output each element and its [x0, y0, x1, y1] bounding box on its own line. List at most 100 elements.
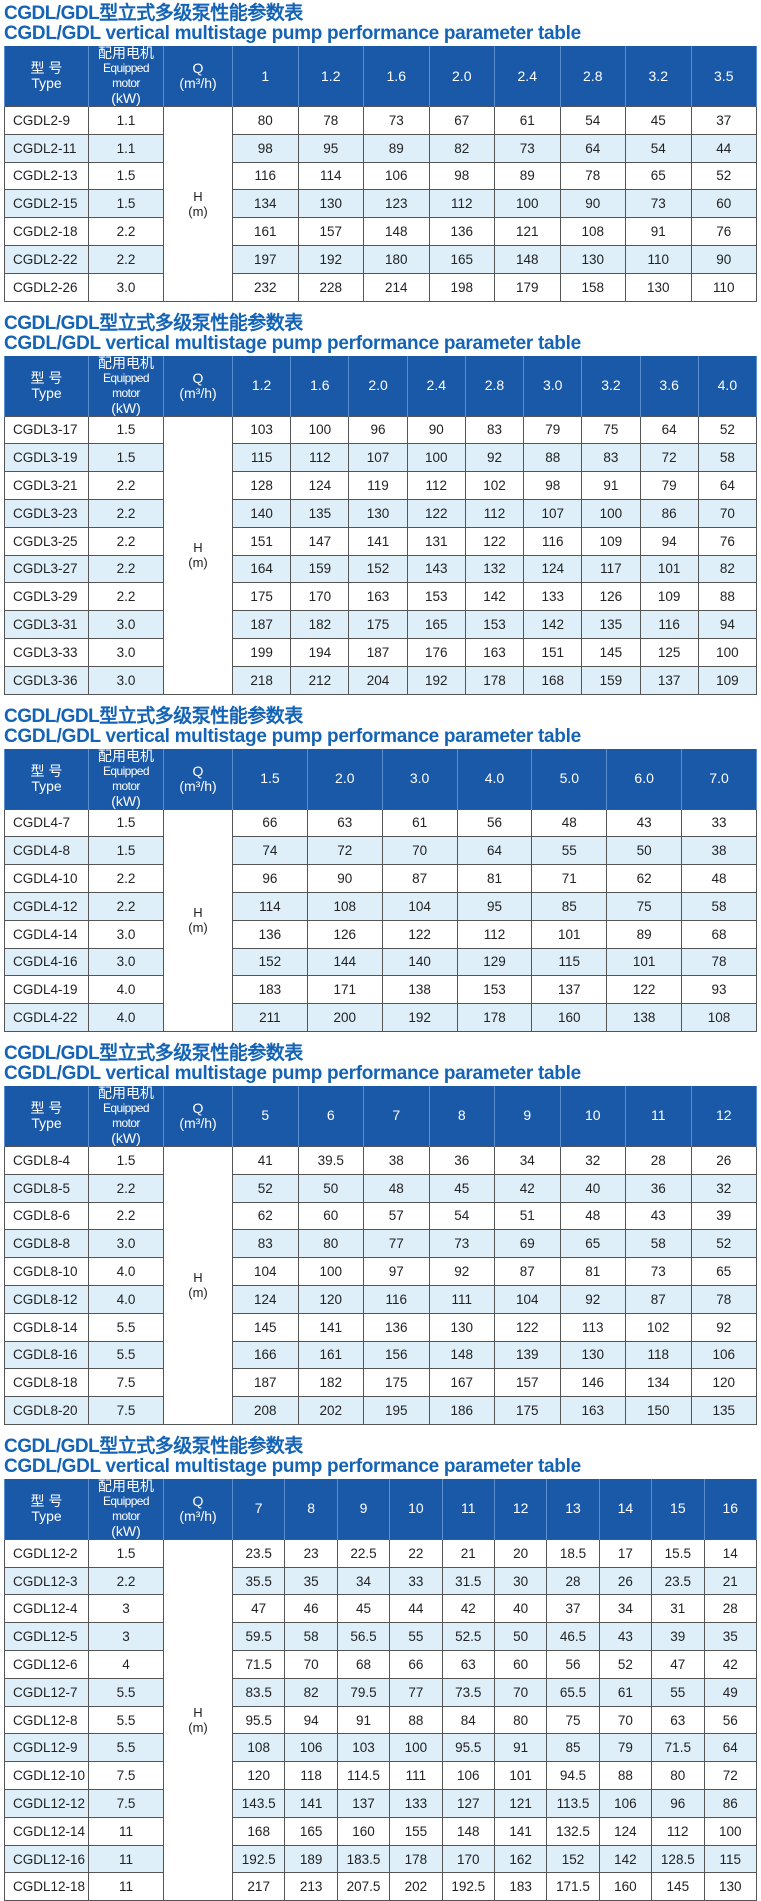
- table-row: CGDL8-16 5.5 166 161 156 148 139 130 118 106: [4, 1340, 757, 1370]
- head-value-cell: 104: [494, 1284, 561, 1314]
- head-value-cell: 214: [363, 272, 430, 302]
- motor-power-cell: 1.5: [88, 808, 164, 838]
- head-label: H: [193, 188, 203, 204]
- head-value-cell: 130: [559, 1340, 626, 1370]
- head-value-cell: 47: [651, 1650, 705, 1679]
- head-value-cell: 145: [581, 637, 641, 667]
- flow-value-header: 2.8: [464, 355, 525, 417]
- flow-value-header: 5: [232, 1085, 299, 1147]
- flow-value-header: 4.0: [697, 355, 758, 417]
- head-value-cell: 218: [231, 665, 292, 695]
- head-value-cell: 113.5: [546, 1789, 600, 1818]
- flow-value-header: 6: [297, 1085, 364, 1147]
- table-row: CGDL12-8 5.5 95.5 94 91 88 84 80 75 70 63 56: [4, 1705, 758, 1735]
- head-value-cell: 192: [297, 244, 364, 274]
- flow-value-header: 1.2: [231, 355, 292, 417]
- head-value-cell: 200: [306, 1003, 383, 1032]
- head-value-cell: 45: [625, 106, 692, 135]
- header-motor-unit: (kW): [111, 792, 141, 809]
- head-value-cell: 93: [681, 975, 757, 1005]
- motor-power-cell: 2.2: [88, 582, 164, 612]
- header-motor-cn: 配用电机: [98, 1477, 154, 1494]
- head-value-cell: 112: [651, 1816, 705, 1846]
- title-english: CGDL/GDL vertical multistage pump perfor…: [4, 1455, 581, 1477]
- head-value-cell: 82: [697, 554, 758, 584]
- table-row: CGDL2-15 1.5 134 130 123 112 100 90 73 60: [4, 189, 757, 219]
- motor-power-cell: 1.5: [88, 415, 164, 445]
- head-value-cell: 176: [406, 637, 466, 667]
- head-value-cell: 207.5: [336, 1872, 391, 1901]
- flow-value-header: 9: [494, 1085, 561, 1147]
- head-value-cell: 71: [531, 864, 608, 893]
- head-value-cell: 120: [231, 1761, 286, 1791]
- head-value-cell: 94: [284, 1705, 338, 1735]
- head-value-cell: 28: [703, 1594, 758, 1624]
- head-value-cell: 70: [284, 1650, 338, 1679]
- title-english: CGDL/GDL vertical multistage pump perfor…: [4, 1062, 581, 1084]
- head-label-cell: H (m): [163, 106, 233, 302]
- head-value-cell: 77: [363, 1229, 430, 1259]
- head-value-cell: 104: [232, 1257, 299, 1286]
- head-value-cell: 115: [703, 1844, 758, 1874]
- head-value-cell: 78: [681, 947, 757, 977]
- pump-type-cell: CGDL12-10: [4, 1761, 89, 1791]
- pump-type-cell: CGDL8-14: [4, 1312, 89, 1342]
- head-value-cell: 47: [231, 1594, 286, 1624]
- header-type-en: Type: [31, 1507, 62, 1524]
- head-value-cell: 45: [336, 1594, 391, 1624]
- title-chinese: CGDL/GDL型立式多级泵性能参数表: [4, 3, 303, 24]
- head-value-cell: 42: [703, 1650, 758, 1679]
- head-value-cell: 100: [703, 1816, 758, 1846]
- head-value-cell: 50: [606, 836, 683, 866]
- head-value-cell: 89: [606, 919, 683, 949]
- head-value-cell: 95: [456, 891, 533, 921]
- head-value-cell: 122: [381, 919, 458, 949]
- head-value-cell: 127: [441, 1789, 495, 1818]
- head-value-cell: 152: [348, 554, 408, 584]
- flow-value-header: 15: [651, 1478, 705, 1540]
- head-value-cell: 123: [363, 189, 430, 219]
- head-value-cell: 55: [651, 1677, 705, 1707]
- head-value-cell: 187: [232, 1368, 299, 1398]
- head-value-cell: 38: [363, 1145, 430, 1175]
- head-value-cell: 54: [428, 1201, 495, 1231]
- head-value-cell: 144: [306, 947, 383, 977]
- head-value-cell: 161: [232, 217, 299, 246]
- head-value-cell: 106: [598, 1789, 653, 1818]
- head-value-cell: 64: [456, 836, 533, 866]
- head-value-cell: 54: [625, 133, 692, 163]
- head-value-cell: 183: [232, 975, 308, 1005]
- head-value-cell: 34: [598, 1594, 653, 1624]
- flow-value-header: 16: [703, 1478, 758, 1540]
- head-value-cell: 14: [703, 1538, 758, 1568]
- header-flow-q: Q: [192, 1099, 204, 1116]
- head-value-cell: 88: [697, 582, 758, 612]
- head-value-cell: 147: [290, 526, 350, 556]
- header-flow: Q (m³/h): [163, 1478, 233, 1540]
- table-row: CGDL12-3 2.2 35.5 35 34 33 31.5 30 28 26 23.5 21: [4, 1566, 758, 1596]
- head-value-cell: 56: [703, 1705, 758, 1735]
- head-value-cell: 166: [232, 1340, 299, 1370]
- motor-power-cell: 2.2: [88, 554, 164, 584]
- head-value-cell: 175: [348, 610, 408, 639]
- head-value-cell: 128.5: [651, 1844, 705, 1874]
- head-value-cell: 112: [406, 471, 466, 500]
- head-value-cell: 100: [581, 498, 641, 528]
- head-value-cell: 101: [493, 1761, 548, 1791]
- head-value-cell: 126: [581, 582, 641, 612]
- flow-value-header: 2.4: [494, 46, 561, 107]
- pump-type-cell: CGDL12-14: [4, 1816, 89, 1846]
- head-value-cell: 62: [606, 864, 683, 893]
- head-value-cell: 121: [493, 1789, 548, 1818]
- pump-type-cell: CGDL4-7: [4, 808, 89, 838]
- pump-type-cell: CGDL12-9: [4, 1733, 89, 1763]
- header-type-en: Type: [31, 75, 62, 91]
- flow-value-header: 2.4: [406, 355, 466, 417]
- pump-type-cell: CGDL2-11: [4, 133, 89, 163]
- head-value-cell: 138: [381, 975, 458, 1005]
- head-value-cell: 83: [464, 415, 525, 445]
- head-value-cell: 96: [232, 864, 308, 893]
- head-value-cell: 120: [690, 1368, 757, 1398]
- head-value-cell: 148: [441, 1816, 495, 1846]
- head-value-cell: 122: [494, 1312, 561, 1342]
